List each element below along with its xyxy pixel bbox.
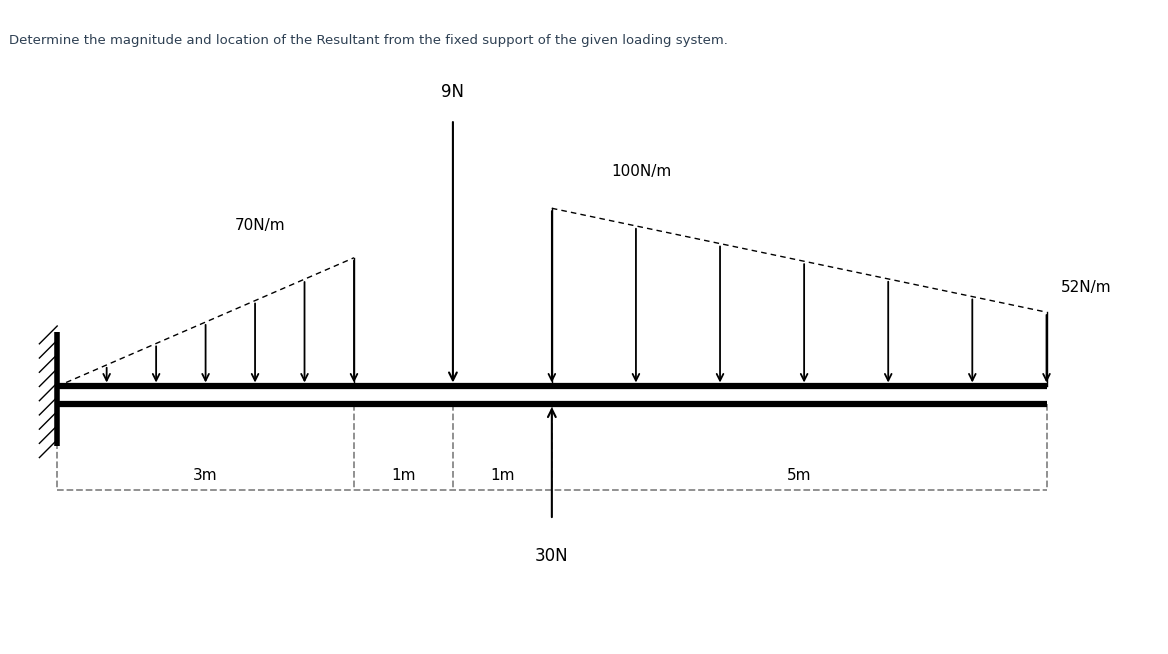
Text: 1m: 1m bbox=[491, 468, 515, 483]
Text: 52N/m: 52N/m bbox=[1062, 280, 1112, 295]
Text: 5m: 5m bbox=[787, 468, 812, 483]
Text: 30N: 30N bbox=[535, 547, 569, 564]
Text: 100N/m: 100N/m bbox=[611, 164, 672, 179]
Text: 3m: 3m bbox=[193, 468, 218, 483]
Text: 1m: 1m bbox=[391, 468, 416, 483]
Text: Determine the magnitude and location of the Resultant from the fixed support of : Determine the magnitude and location of … bbox=[8, 33, 728, 46]
Text: 70N/m: 70N/m bbox=[235, 218, 285, 233]
Text: 9N: 9N bbox=[442, 84, 465, 101]
